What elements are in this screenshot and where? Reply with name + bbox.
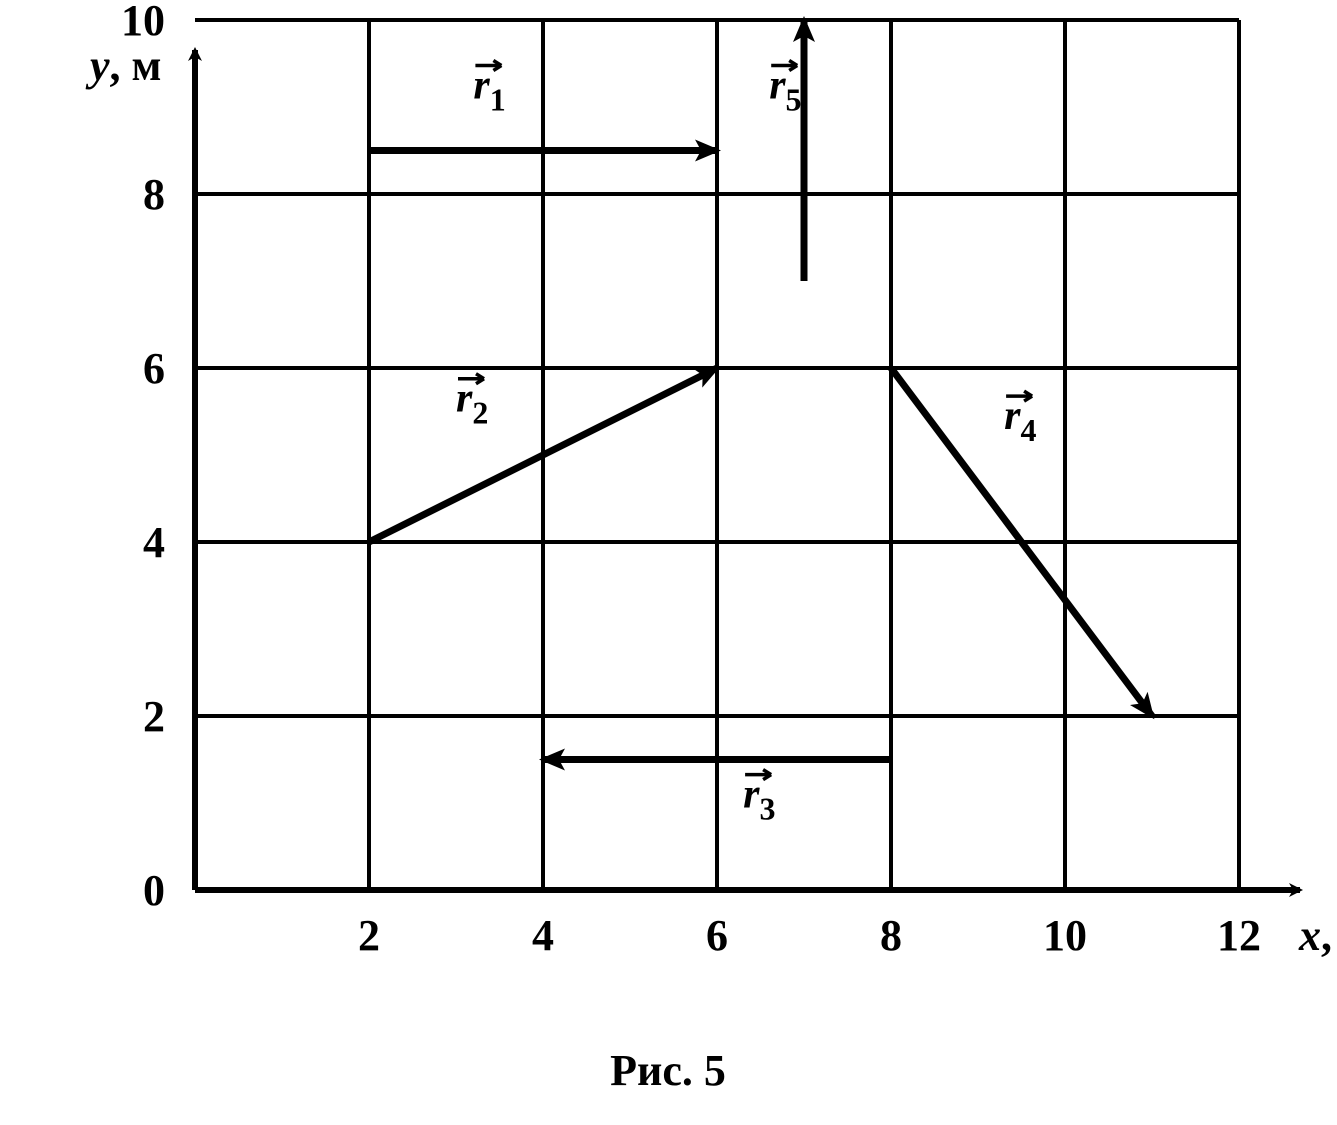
x-tick-label: 8 (880, 911, 902, 960)
y-tick-label: 8 (143, 170, 165, 219)
x-axis-label: x, м (1298, 911, 1337, 960)
y-tick-label: 4 (143, 518, 165, 567)
y-tick-label: 2 (143, 692, 165, 741)
x-tick-label: 6 (706, 911, 728, 960)
x-tick-label: 10 (1043, 911, 1087, 960)
x-tick-label: 2 (358, 911, 380, 960)
y-tick-label: 6 (143, 344, 165, 393)
figure-bg (0, 0, 1337, 1125)
vector-diagram: 024681024681012y, мx, мr1r2r3r4r5Рис. 5 (0, 0, 1337, 1125)
y-tick-label: 10 (121, 0, 165, 45)
figure-caption: Рис. 5 (610, 1046, 726, 1095)
figure-container: 024681024681012y, мx, мr1r2r3r4r5Рис. 5 (0, 0, 1337, 1125)
y-axis-label: y, м (85, 41, 162, 90)
x-tick-label: 4 (532, 911, 554, 960)
x-tick-label: 12 (1217, 911, 1261, 960)
y-tick-label: 0 (143, 866, 165, 915)
